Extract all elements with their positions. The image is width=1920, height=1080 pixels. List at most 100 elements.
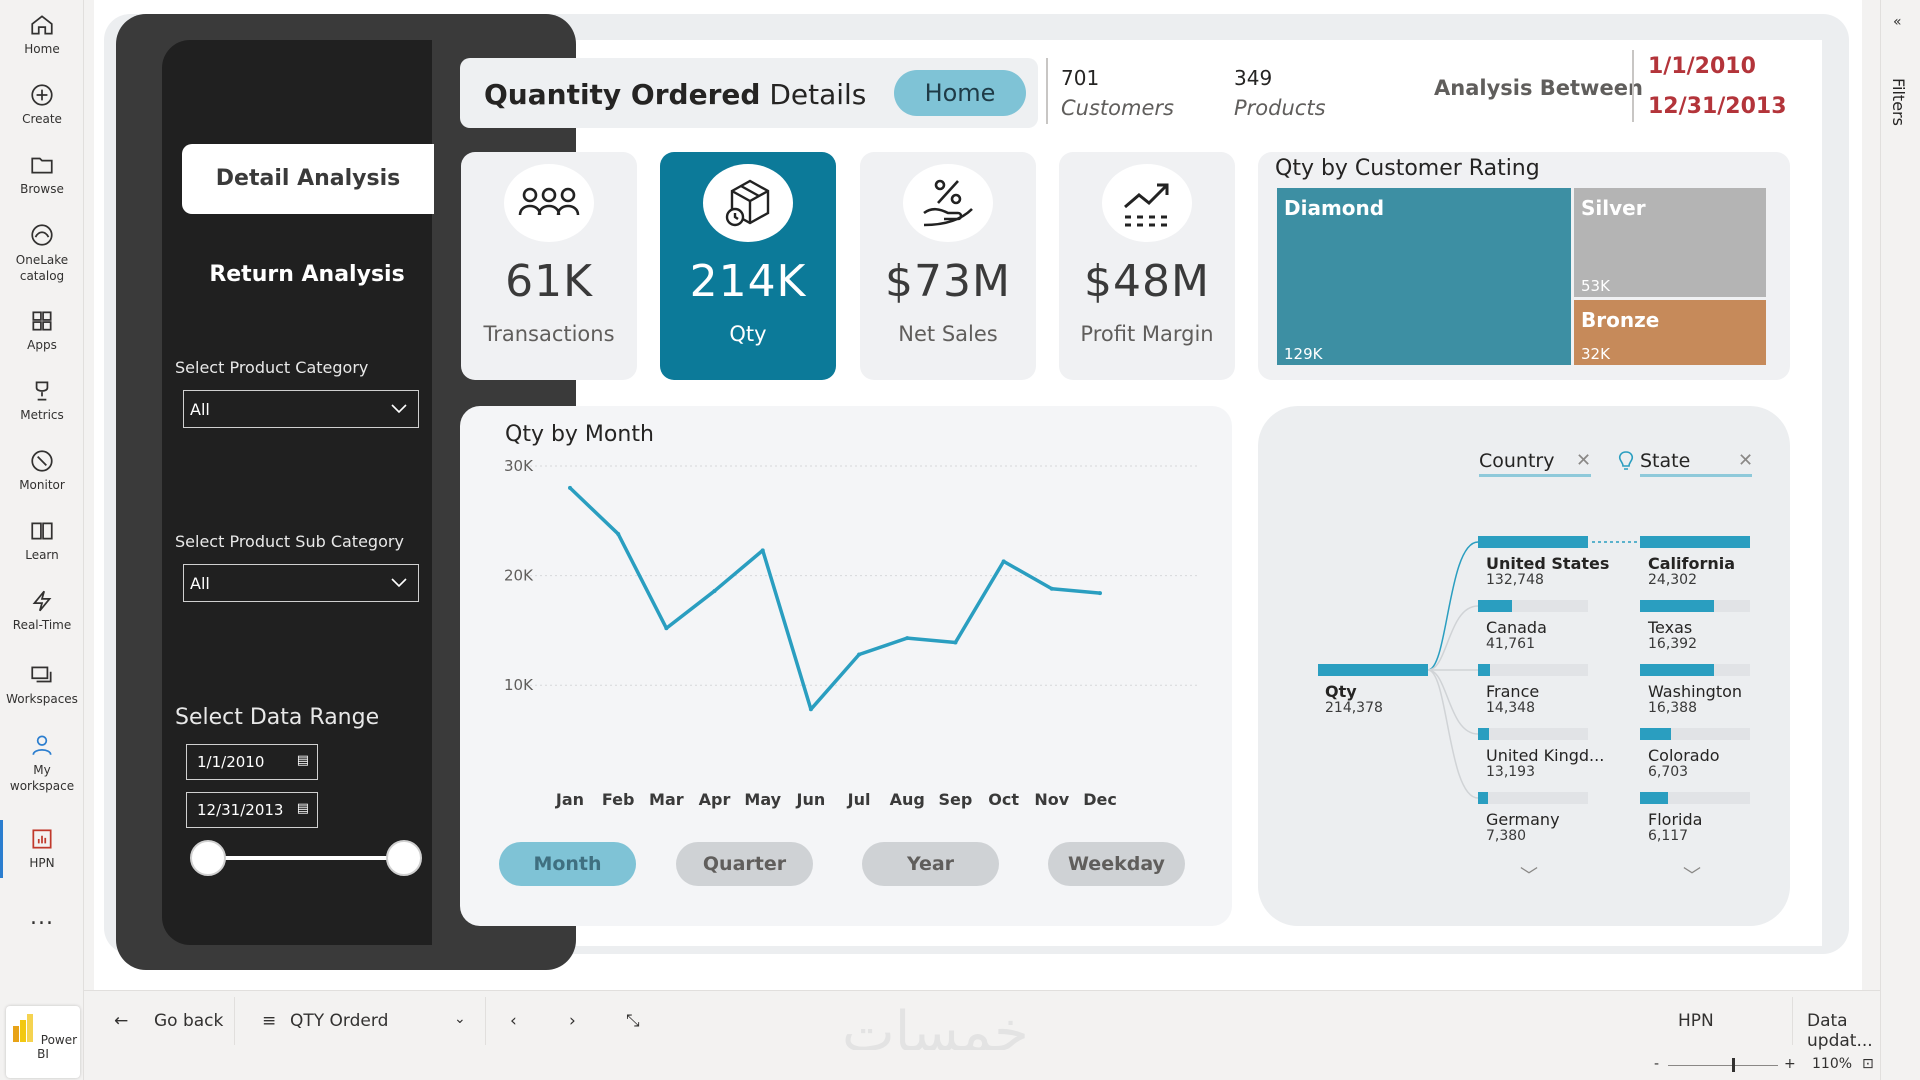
status-bar: - + 110% ⊡ bbox=[84, 1050, 1880, 1080]
data-updated-status[interactable]: Data updat... bbox=[1807, 1011, 1873, 1051]
rail-create[interactable]: Create bbox=[0, 82, 84, 126]
rail-hpn[interactable]: HPN bbox=[0, 820, 84, 878]
decomp-bar-track[interactable] bbox=[1478, 664, 1588, 676]
data-point[interactable] bbox=[905, 636, 910, 641]
rail-label: Create bbox=[22, 112, 62, 126]
divider bbox=[1046, 58, 1048, 124]
zoom-slider-handle[interactable] bbox=[1732, 1058, 1735, 1072]
rail-learn[interactable]: Learn bbox=[0, 518, 84, 562]
data-point[interactable] bbox=[1098, 591, 1102, 596]
rail-onelake[interactable]: OneLake catalog bbox=[0, 222, 84, 284]
data-point[interactable] bbox=[1049, 586, 1054, 591]
chevron-down-icon[interactable]: ﹀ bbox=[1683, 866, 1701, 887]
calendar-icon[interactable]: ▤ bbox=[296, 753, 309, 768]
kpi-net-sales[interactable]: $73M Net Sales bbox=[860, 152, 1036, 380]
zoom-out-icon[interactable]: - bbox=[1654, 1056, 1660, 1072]
category-value: All bbox=[190, 400, 210, 419]
fit-to-page-icon[interactable]: ⊡ bbox=[1862, 1056, 1874, 1072]
subcategory-dropdown[interactable]: All bbox=[183, 564, 419, 602]
zoom-slider[interactable] bbox=[1668, 1065, 1778, 1066]
go-back-button[interactable]: Go back bbox=[154, 1011, 224, 1031]
country-value: 7,380 bbox=[1486, 828, 1527, 844]
data-point[interactable] bbox=[760, 548, 765, 553]
rail-browse[interactable]: Browse bbox=[0, 152, 84, 196]
kpi-qty[interactable]: 214K Qty bbox=[660, 152, 836, 380]
treemap-tile-diamond[interactable]: Diamond 129K bbox=[1277, 188, 1571, 365]
period-button-year[interactable]: Year bbox=[862, 842, 999, 886]
kpi-profit-margin[interactable]: $48M Profit Margin bbox=[1059, 152, 1235, 380]
rail-metrics[interactable]: Metrics bbox=[0, 378, 84, 422]
rail-realtime[interactable]: Real-Time bbox=[0, 588, 84, 632]
decomp-bar[interactable] bbox=[1640, 728, 1671, 740]
period-button-weekday[interactable]: Weekday bbox=[1048, 842, 1185, 886]
decomp-bar[interactable] bbox=[1478, 600, 1512, 612]
data-point[interactable] bbox=[616, 531, 621, 536]
remove-country-icon[interactable]: ✕ bbox=[1576, 450, 1592, 471]
rail-monitor[interactable]: Monitor bbox=[0, 448, 84, 492]
date-slider-track[interactable] bbox=[208, 856, 404, 860]
rail-home[interactable]: Home bbox=[0, 12, 84, 56]
remove-state-icon[interactable]: ✕ bbox=[1738, 450, 1754, 471]
period-button-quarter[interactable]: Quarter bbox=[676, 842, 813, 886]
decomp-bar[interactable] bbox=[1478, 728, 1489, 740]
collapse-icon[interactable]: ⤡ bbox=[626, 1011, 640, 1031]
more-options[interactable]: ... bbox=[30, 905, 54, 930]
kpi-transactions[interactable]: 61K Transactions bbox=[461, 152, 637, 380]
data-point[interactable] bbox=[808, 707, 813, 712]
zoom-level: 110% bbox=[1812, 1056, 1853, 1072]
filters-pane-collapsed[interactable]: « Filters bbox=[1880, 0, 1920, 1080]
state-name: Florida bbox=[1648, 810, 1703, 829]
calendar-icon[interactable]: ▤ bbox=[296, 801, 309, 816]
nav-return-analysis[interactable]: Return Analysis bbox=[209, 262, 405, 287]
pages-list-icon[interactable]: ≡ bbox=[262, 1011, 277, 1031]
category-dropdown[interactable]: All bbox=[183, 390, 419, 428]
decomp-bar[interactable] bbox=[1478, 792, 1488, 804]
expand-filters-icon[interactable]: « bbox=[1893, 14, 1902, 30]
decomp-header-state[interactable]: State bbox=[1640, 450, 1691, 472]
data-point[interactable] bbox=[1001, 559, 1006, 564]
back-arrow-icon[interactable]: ← bbox=[114, 1011, 129, 1031]
decomp-root-bar[interactable] bbox=[1318, 664, 1428, 676]
data-point[interactable] bbox=[712, 588, 717, 593]
home-button[interactable]: Home bbox=[894, 70, 1026, 116]
rail-my-workspace[interactable]: My workspace bbox=[0, 732, 84, 794]
nav-detail-analysis[interactable]: Detail Analysis bbox=[182, 144, 434, 214]
decomp-bar-track[interactable] bbox=[1478, 792, 1588, 804]
decomp-bar-track[interactable] bbox=[1478, 728, 1588, 740]
zoom-in-icon[interactable]: + bbox=[1784, 1056, 1796, 1072]
decomp-header-country[interactable]: Country bbox=[1479, 450, 1555, 472]
next-page-icon[interactable]: › bbox=[569, 1011, 576, 1031]
page-selector[interactable]: QTY Orderd bbox=[290, 1011, 389, 1031]
decomp-bar[interactable] bbox=[1478, 536, 1588, 548]
data-point[interactable] bbox=[568, 485, 572, 490]
plus-circle-icon bbox=[31, 84, 53, 106]
data-point[interactable] bbox=[953, 640, 958, 645]
power-bi-logo[interactable]: Power BI bbox=[6, 1006, 80, 1078]
rail-label: My workspace bbox=[9, 763, 75, 793]
rail-workspaces[interactable]: Workspaces bbox=[0, 662, 84, 706]
decomp-bar[interactable] bbox=[1640, 664, 1714, 676]
treemap-tile-silver[interactable]: Silver 53K bbox=[1574, 188, 1766, 297]
date-slider-start-handle[interactable] bbox=[190, 840, 226, 876]
decomp-connectors bbox=[1427, 541, 1640, 799]
period-button-month[interactable]: Month bbox=[499, 842, 636, 886]
previous-page-icon[interactable]: ‹ bbox=[510, 1011, 517, 1031]
x-tick-label: Aug bbox=[890, 790, 925, 809]
decomp-bar[interactable] bbox=[1640, 600, 1714, 612]
decomp-bar[interactable] bbox=[1640, 792, 1668, 804]
end-date-input[interactable]: 12/31/2013 ▤ bbox=[186, 792, 318, 828]
start-date-input[interactable]: 1/1/2010 ▤ bbox=[186, 744, 318, 780]
country-value: 14,348 bbox=[1486, 700, 1535, 716]
state-name: California bbox=[1648, 554, 1736, 573]
series-line[interactable] bbox=[568, 486, 1101, 712]
treemap-tile-bronze[interactable]: Bronze 32K bbox=[1574, 300, 1766, 365]
decomp-bar[interactable] bbox=[1640, 536, 1750, 548]
decomp-bar[interactable] bbox=[1478, 664, 1490, 676]
data-point[interactable] bbox=[857, 652, 862, 657]
rail-label: Metrics bbox=[20, 408, 64, 422]
chevron-down-icon[interactable]: ⌄ bbox=[454, 1011, 466, 1027]
chevron-down-icon[interactable]: ﹀ bbox=[1520, 866, 1538, 887]
data-point[interactable] bbox=[664, 626, 669, 631]
rail-apps[interactable]: Apps bbox=[0, 308, 84, 352]
date-slider-end-handle[interactable] bbox=[386, 840, 422, 876]
